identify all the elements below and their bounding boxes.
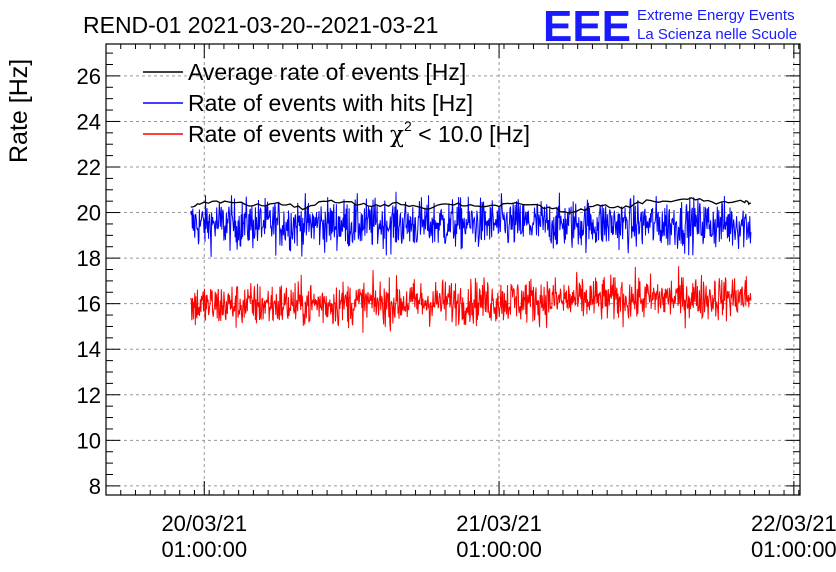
- legend-chi2-symbol: χ: [390, 122, 404, 148]
- y-tick-label: 16: [77, 292, 101, 317]
- y-tick-label: 10: [77, 428, 101, 453]
- axes: [105, 43, 801, 496]
- grid-lines: [106, 44, 800, 495]
- series-hits-line: [190, 191, 752, 257]
- legend-chi2-suffix: < 10.0 [Hz]: [412, 121, 530, 147]
- x-tick-date: 21/03/21: [456, 511, 542, 536]
- legend: Average rate of events [Hz] Rate of even…: [143, 59, 530, 148]
- x-tick-time: 01:00:00: [161, 537, 247, 562]
- legend-label-hits: Rate of events with hits [Hz]: [188, 90, 473, 116]
- legend-label-average: Average rate of events [Hz]: [188, 59, 466, 85]
- x-tick-time: 01:00:00: [751, 537, 836, 562]
- y-tick-label: 8: [89, 474, 101, 499]
- y-tick-label: 18: [77, 246, 101, 271]
- logo-line2: La Scienza nelle Scuole: [637, 26, 797, 43]
- y-tick-label: 14: [77, 337, 101, 362]
- series-chi2-line: [190, 266, 752, 333]
- series-average-line: [190, 197, 752, 214]
- x-tick-date: 22/03/21: [751, 511, 836, 536]
- eee-logo: EEE Extreme Energy Events La Scienza nel…: [543, 2, 797, 51]
- y-axis-label: Rate [Hz]: [5, 59, 33, 163]
- legend-chi2-sup: 2: [404, 118, 412, 134]
- y-tick-label: 20: [77, 201, 101, 226]
- series-layer: [190, 191, 752, 333]
- x-tick-date: 20/03/21: [161, 511, 247, 536]
- y-tick-label: 24: [77, 109, 101, 134]
- chart-title: REND-01 2021-03-20--2021-03-21: [83, 12, 438, 38]
- legend-label-chi2: Rate of events with χ2 < 10.0 [Hz]: [188, 118, 530, 148]
- logo-line1: Extreme Energy Events: [637, 7, 795, 24]
- plot-frame: [105, 43, 801, 496]
- y-tick-label: 12: [77, 383, 101, 408]
- legend-chi2-prefix: Rate of events with: [188, 121, 390, 147]
- y-tick-label: 22: [77, 155, 101, 180]
- x-tick-time: 01:00:00: [456, 537, 542, 562]
- y-tick-label: 26: [77, 64, 101, 89]
- logo-letters: EEE: [543, 2, 631, 51]
- tick-labels: 810121416182022242620/03/2101:00:0021/03…: [77, 64, 836, 562]
